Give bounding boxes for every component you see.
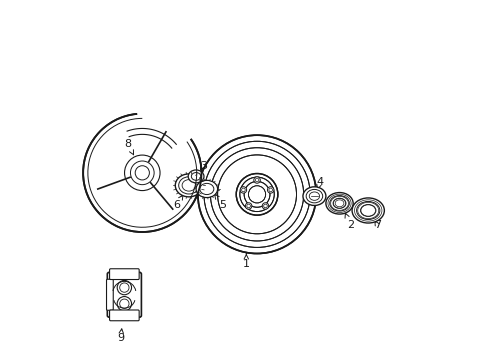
Circle shape bbox=[210, 148, 303, 241]
Circle shape bbox=[241, 188, 244, 192]
Circle shape bbox=[244, 181, 269, 207]
Circle shape bbox=[120, 299, 129, 309]
Text: 6: 6 bbox=[173, 195, 183, 210]
Text: 2: 2 bbox=[345, 213, 353, 230]
Ellipse shape bbox=[188, 170, 203, 183]
Circle shape bbox=[130, 161, 154, 185]
Text: 7: 7 bbox=[373, 220, 380, 230]
Text: 1: 1 bbox=[243, 254, 249, 269]
Circle shape bbox=[120, 283, 129, 292]
Ellipse shape bbox=[305, 189, 322, 203]
FancyBboxPatch shape bbox=[109, 310, 139, 321]
Text: 9: 9 bbox=[117, 329, 124, 343]
Circle shape bbox=[253, 177, 260, 183]
Ellipse shape bbox=[351, 198, 384, 223]
Text: 5: 5 bbox=[214, 194, 226, 210]
Circle shape bbox=[239, 177, 274, 212]
FancyBboxPatch shape bbox=[109, 269, 139, 279]
Circle shape bbox=[83, 114, 201, 232]
Wedge shape bbox=[137, 111, 193, 173]
Ellipse shape bbox=[360, 204, 375, 216]
FancyBboxPatch shape bbox=[107, 273, 141, 317]
Circle shape bbox=[117, 280, 131, 295]
Ellipse shape bbox=[178, 177, 199, 194]
Circle shape bbox=[217, 155, 296, 234]
Circle shape bbox=[124, 155, 160, 190]
Ellipse shape bbox=[333, 198, 345, 208]
Text: 8: 8 bbox=[124, 139, 133, 155]
Circle shape bbox=[248, 186, 265, 203]
Circle shape bbox=[246, 204, 250, 208]
Circle shape bbox=[245, 203, 251, 209]
Circle shape bbox=[117, 297, 131, 311]
Ellipse shape bbox=[191, 172, 201, 180]
Ellipse shape bbox=[325, 193, 352, 214]
Ellipse shape bbox=[308, 192, 319, 200]
FancyBboxPatch shape bbox=[106, 279, 113, 310]
Circle shape bbox=[255, 178, 258, 182]
Ellipse shape bbox=[175, 174, 202, 197]
Circle shape bbox=[135, 166, 149, 180]
Ellipse shape bbox=[200, 183, 213, 194]
Circle shape bbox=[198, 135, 316, 253]
Circle shape bbox=[203, 141, 309, 247]
Text: 3: 3 bbox=[200, 161, 206, 171]
Ellipse shape bbox=[196, 180, 217, 198]
Ellipse shape bbox=[303, 187, 325, 206]
Text: 4: 4 bbox=[316, 177, 323, 190]
Circle shape bbox=[267, 187, 273, 193]
Ellipse shape bbox=[329, 195, 348, 211]
Circle shape bbox=[236, 174, 277, 215]
Circle shape bbox=[198, 135, 316, 253]
Circle shape bbox=[263, 204, 267, 208]
Circle shape bbox=[268, 188, 272, 192]
Circle shape bbox=[240, 187, 246, 193]
Ellipse shape bbox=[182, 180, 195, 191]
Circle shape bbox=[262, 203, 268, 209]
Ellipse shape bbox=[356, 202, 379, 220]
